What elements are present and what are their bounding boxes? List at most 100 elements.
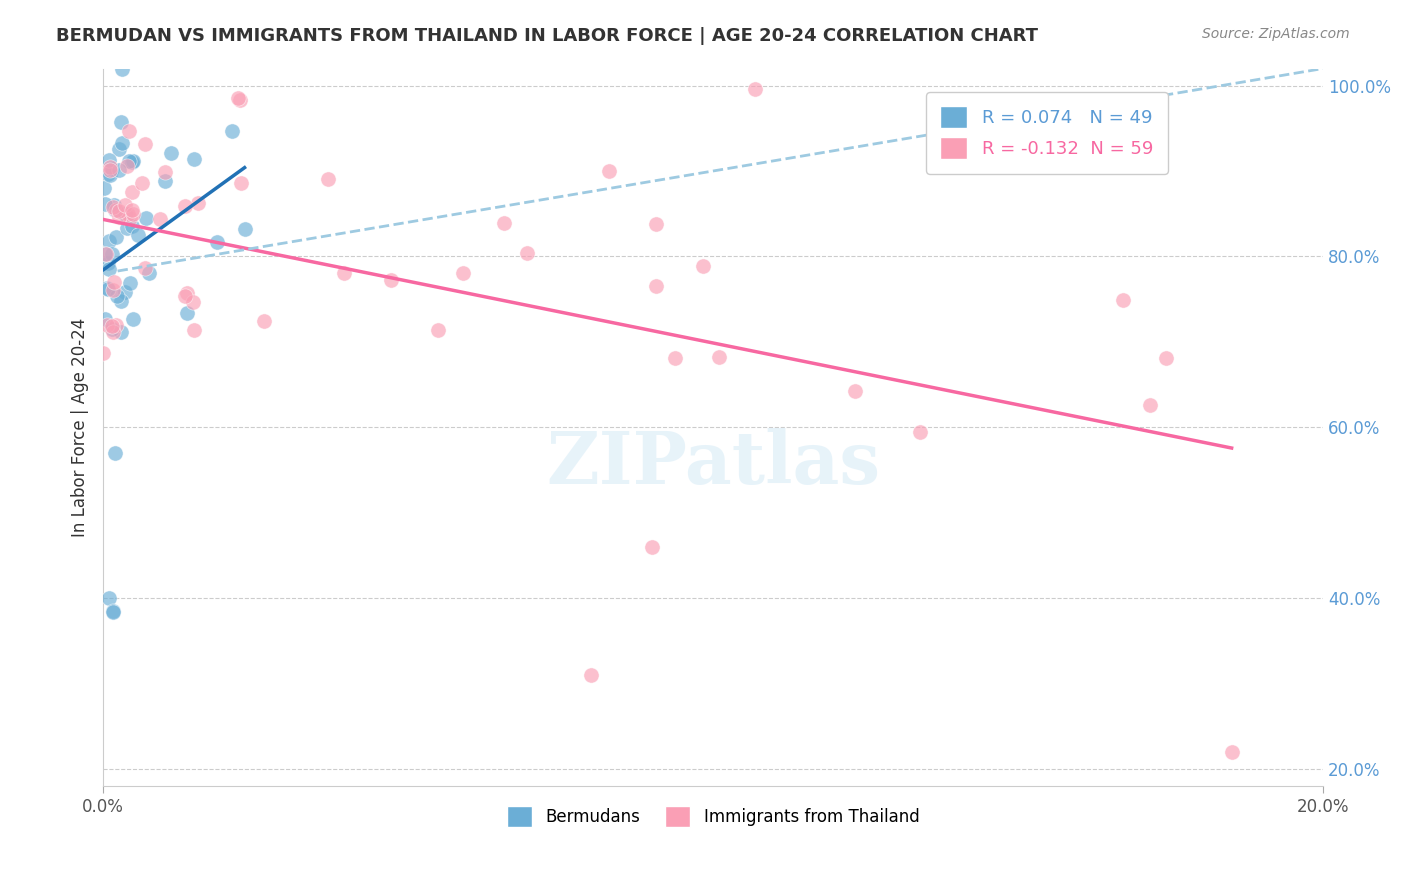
Legend: Bermudans, Immigrants from Thailand: Bermudans, Immigrants from Thailand	[499, 797, 928, 835]
Point	[105, 318, 128, 332]
Point	[492, 216, 515, 230]
Point	[105, 288, 128, 302]
Point	[98, 153, 121, 167]
Point	[101, 605, 124, 619]
Point	[579, 667, 602, 681]
Point	[1139, 398, 1161, 412]
Point	[380, 273, 402, 287]
Point	[108, 163, 131, 178]
Point	[744, 82, 766, 96]
Point	[94, 247, 117, 261]
Point	[103, 203, 125, 218]
Point	[176, 285, 198, 300]
Text: BERMUDAN VS IMMIGRANTS FROM THAILAND IN LABOR FORCE | AGE 20-24 CORRELATION CHAR: BERMUDAN VS IMMIGRANTS FROM THAILAND IN …	[56, 27, 1038, 45]
Point	[103, 276, 125, 290]
Point	[91, 345, 114, 359]
Point	[108, 142, 131, 156]
Point	[516, 245, 538, 260]
Point	[153, 165, 176, 179]
Point	[105, 230, 128, 244]
Point	[149, 211, 172, 226]
Text: ZIPatlas: ZIPatlas	[546, 427, 880, 499]
Point	[98, 162, 121, 177]
Point	[115, 159, 138, 173]
Point	[97, 262, 120, 277]
Point	[93, 197, 115, 211]
Point	[104, 203, 127, 218]
Point	[707, 350, 730, 364]
Point	[121, 154, 143, 169]
Point	[117, 154, 139, 169]
Point	[96, 281, 118, 295]
Point	[118, 124, 141, 138]
Y-axis label: In Labor Force | Age 20-24: In Labor Force | Age 20-24	[72, 318, 89, 537]
Point	[159, 145, 181, 160]
Point	[97, 256, 120, 270]
Point	[94, 312, 117, 326]
Point	[121, 311, 143, 326]
Point	[96, 318, 118, 332]
Point	[229, 93, 252, 107]
Point	[121, 154, 143, 169]
Point	[121, 219, 143, 233]
Point	[121, 185, 143, 199]
Point	[908, 425, 931, 439]
Point	[131, 176, 153, 190]
Point	[253, 314, 276, 328]
Point	[111, 136, 134, 151]
Point	[844, 384, 866, 398]
Point	[221, 124, 243, 138]
Point	[103, 198, 125, 212]
Point	[114, 207, 136, 221]
Point	[96, 247, 118, 261]
Point	[93, 180, 115, 194]
Point	[104, 446, 127, 460]
Point	[110, 115, 132, 129]
Point	[181, 294, 204, 309]
Point	[644, 217, 666, 231]
Point	[183, 323, 205, 337]
Point	[176, 306, 198, 320]
Point	[120, 211, 142, 226]
Point	[333, 266, 356, 280]
Point	[121, 207, 143, 221]
Point	[101, 322, 124, 336]
Point	[101, 604, 124, 618]
Point	[121, 202, 143, 217]
Point	[101, 200, 124, 214]
Point	[107, 210, 129, 224]
Point	[101, 161, 124, 176]
Point	[127, 228, 149, 243]
Point	[664, 351, 686, 365]
Point	[692, 259, 714, 273]
Point	[641, 540, 664, 554]
Point	[233, 222, 256, 236]
Point	[101, 247, 124, 261]
Point	[100, 318, 122, 333]
Point	[115, 221, 138, 235]
Point	[205, 235, 228, 249]
Point	[114, 197, 136, 211]
Point	[114, 285, 136, 299]
Point	[174, 288, 197, 302]
Point	[98, 161, 121, 175]
Point	[226, 90, 249, 104]
Point	[183, 152, 205, 166]
Point	[1220, 745, 1243, 759]
Point	[153, 174, 176, 188]
Point	[173, 199, 195, 213]
Point	[1112, 293, 1135, 307]
Point	[103, 325, 125, 339]
Point	[110, 294, 132, 309]
Point	[101, 283, 124, 297]
Point	[316, 171, 339, 186]
Point	[134, 137, 156, 152]
Point	[110, 325, 132, 339]
Point	[108, 204, 131, 219]
Point	[138, 266, 160, 280]
Point	[98, 168, 121, 182]
Point	[97, 591, 120, 605]
Point	[117, 207, 139, 221]
Point	[97, 167, 120, 181]
Point	[427, 323, 450, 337]
